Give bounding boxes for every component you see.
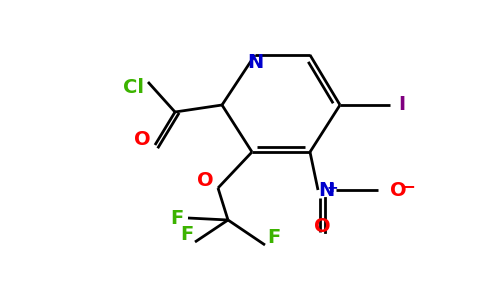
Text: O: O bbox=[197, 171, 214, 190]
Text: O: O bbox=[390, 181, 407, 200]
Text: O: O bbox=[314, 217, 330, 236]
Text: Cl: Cl bbox=[123, 78, 144, 97]
Text: F: F bbox=[180, 225, 193, 244]
Text: I: I bbox=[398, 95, 405, 115]
Text: F: F bbox=[267, 228, 280, 247]
Text: N: N bbox=[318, 181, 334, 200]
Text: F: F bbox=[171, 208, 184, 227]
Text: −: − bbox=[401, 177, 415, 195]
Text: N: N bbox=[247, 53, 263, 72]
Text: +: + bbox=[326, 181, 338, 195]
Text: O: O bbox=[135, 130, 151, 149]
